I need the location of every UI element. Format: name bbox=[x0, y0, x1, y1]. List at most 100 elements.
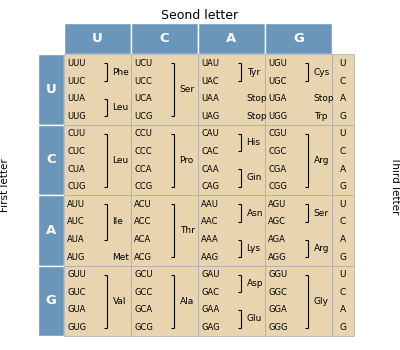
Text: UAU: UAU bbox=[201, 59, 219, 68]
Text: Ala: Ala bbox=[180, 297, 194, 306]
Text: CUA: CUA bbox=[67, 164, 85, 174]
Text: Met: Met bbox=[113, 253, 130, 261]
Text: U: U bbox=[340, 200, 346, 209]
Text: Lys: Lys bbox=[247, 244, 261, 253]
Text: Asn: Asn bbox=[247, 209, 263, 218]
Text: UAC: UAC bbox=[201, 77, 219, 85]
Text: CCU: CCU bbox=[134, 130, 152, 138]
Text: Seond letter: Seond letter bbox=[162, 9, 238, 22]
Text: AAG: AAG bbox=[201, 253, 219, 261]
Bar bbox=[332, 54, 354, 125]
Text: A: A bbox=[340, 306, 346, 314]
Bar bbox=[38, 195, 64, 266]
Bar bbox=[64, 23, 131, 54]
Text: Stop: Stop bbox=[247, 94, 267, 103]
Text: Asp: Asp bbox=[247, 279, 263, 288]
Bar bbox=[198, 23, 265, 54]
Text: G: G bbox=[46, 294, 56, 307]
Text: GCC: GCC bbox=[134, 288, 152, 297]
Text: GAA: GAA bbox=[201, 306, 220, 314]
Text: A: A bbox=[340, 164, 346, 174]
Text: GGU: GGU bbox=[268, 270, 287, 279]
Text: UGA: UGA bbox=[268, 94, 286, 103]
Text: AGA: AGA bbox=[268, 235, 286, 244]
Bar bbox=[198, 125, 265, 195]
Text: GAG: GAG bbox=[201, 323, 220, 332]
Text: GGC: GGC bbox=[268, 288, 287, 297]
Text: Tyr: Tyr bbox=[247, 68, 260, 77]
Text: CAG: CAG bbox=[201, 182, 219, 191]
Text: CUG: CUG bbox=[67, 182, 86, 191]
Text: GCA: GCA bbox=[134, 306, 152, 314]
Text: His: His bbox=[247, 138, 261, 147]
Text: UCC: UCC bbox=[134, 77, 152, 85]
Text: G: G bbox=[293, 32, 304, 45]
Text: A: A bbox=[340, 235, 346, 244]
Text: Stop: Stop bbox=[314, 94, 334, 103]
Text: C: C bbox=[160, 32, 169, 45]
Text: CCG: CCG bbox=[134, 182, 152, 191]
Text: AAU: AAU bbox=[201, 200, 219, 209]
Text: CCC: CCC bbox=[134, 147, 152, 156]
Text: C: C bbox=[340, 217, 346, 226]
Text: Glu: Glu bbox=[247, 314, 262, 323]
Text: Stop: Stop bbox=[247, 112, 267, 121]
Bar bbox=[265, 266, 332, 336]
Text: GGA: GGA bbox=[268, 306, 287, 314]
Text: GUG: GUG bbox=[67, 323, 86, 332]
Bar bbox=[131, 266, 198, 336]
Bar bbox=[131, 195, 198, 266]
Text: C: C bbox=[340, 288, 346, 297]
Text: AUU: AUU bbox=[67, 200, 85, 209]
Text: Leu: Leu bbox=[113, 156, 129, 165]
Text: GCU: GCU bbox=[134, 270, 153, 279]
Text: CUU: CUU bbox=[67, 130, 85, 138]
Text: U: U bbox=[340, 130, 346, 138]
Bar bbox=[64, 125, 131, 195]
Text: ACU: ACU bbox=[134, 200, 152, 209]
Text: CGG: CGG bbox=[268, 182, 287, 191]
Bar bbox=[332, 125, 354, 195]
Text: AUG: AUG bbox=[67, 253, 86, 261]
Text: Third letter: Third letter bbox=[390, 156, 400, 215]
Text: AAC: AAC bbox=[201, 217, 219, 226]
Text: UUU: UUU bbox=[67, 59, 86, 68]
Text: GAC: GAC bbox=[201, 288, 219, 297]
Text: AUC: AUC bbox=[67, 217, 85, 226]
Text: Gin: Gin bbox=[247, 173, 262, 182]
Text: A: A bbox=[226, 32, 237, 45]
Bar bbox=[131, 125, 198, 195]
Bar bbox=[332, 266, 354, 336]
Text: CAU: CAU bbox=[201, 130, 219, 138]
Text: Leu: Leu bbox=[113, 103, 129, 112]
Text: Ile: Ile bbox=[113, 217, 124, 226]
Text: UCA: UCA bbox=[134, 94, 152, 103]
Text: AGG: AGG bbox=[268, 253, 287, 261]
Text: Phe: Phe bbox=[113, 68, 129, 77]
Text: U: U bbox=[92, 32, 103, 45]
Text: AUA: AUA bbox=[67, 235, 85, 244]
Text: UGC: UGC bbox=[268, 77, 287, 85]
Text: First letter: First letter bbox=[0, 159, 10, 212]
Text: C: C bbox=[340, 147, 346, 156]
Text: Ser: Ser bbox=[314, 209, 329, 218]
Text: G: G bbox=[340, 323, 346, 332]
Text: UUA: UUA bbox=[67, 94, 85, 103]
Text: AGC: AGC bbox=[268, 217, 286, 226]
Bar bbox=[64, 195, 131, 266]
Bar bbox=[38, 54, 64, 125]
Bar bbox=[38, 266, 64, 336]
Bar bbox=[332, 195, 354, 266]
Text: CAA: CAA bbox=[201, 164, 219, 174]
Text: Gly: Gly bbox=[314, 297, 329, 306]
Bar bbox=[265, 125, 332, 195]
Text: ACC: ACC bbox=[134, 217, 152, 226]
Text: C: C bbox=[340, 77, 346, 85]
Text: GUC: GUC bbox=[67, 288, 86, 297]
Text: CUC: CUC bbox=[67, 147, 85, 156]
Text: CCA: CCA bbox=[134, 164, 152, 174]
Bar bbox=[38, 125, 64, 195]
Text: CGA: CGA bbox=[268, 164, 286, 174]
Bar bbox=[265, 195, 332, 266]
Text: Val: Val bbox=[113, 297, 126, 306]
